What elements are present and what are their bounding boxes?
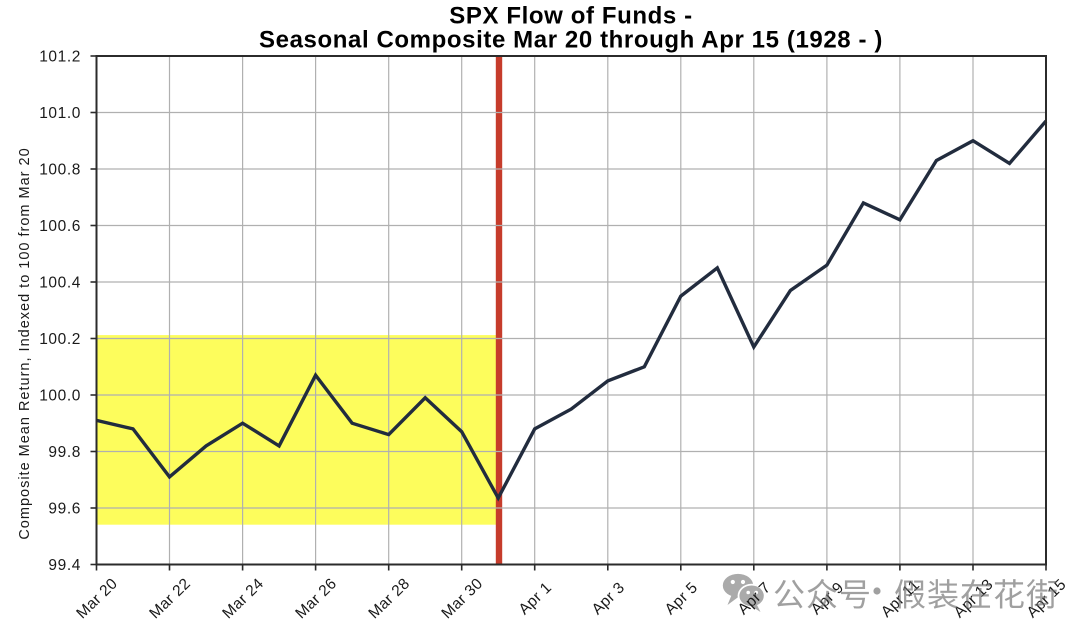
svg-text:Seasonal Composite Mar 20 thro: Seasonal Composite Mar 20 through Apr 15… bbox=[259, 27, 883, 54]
svg-text:100.2: 100.2 bbox=[39, 331, 81, 348]
svg-text:99.8: 99.8 bbox=[48, 444, 81, 461]
svg-text:100.0: 100.0 bbox=[39, 388, 81, 405]
svg-text:100.6: 100.6 bbox=[39, 218, 81, 235]
svg-text:Composite Mean Return, Indexed: Composite Mean Return, Indexed to 100 fr… bbox=[17, 147, 33, 539]
svg-text:100.4: 100.4 bbox=[39, 275, 81, 292]
svg-text:SPX Flow of Funds -: SPX Flow of Funds - bbox=[449, 3, 692, 30]
svg-text:99.6: 99.6 bbox=[48, 501, 81, 518]
svg-text:101.2: 101.2 bbox=[39, 49, 81, 66]
svg-text:99.4: 99.4 bbox=[48, 557, 81, 574]
svg-text:100.8: 100.8 bbox=[39, 162, 81, 179]
svg-text:101.0: 101.0 bbox=[39, 105, 81, 122]
